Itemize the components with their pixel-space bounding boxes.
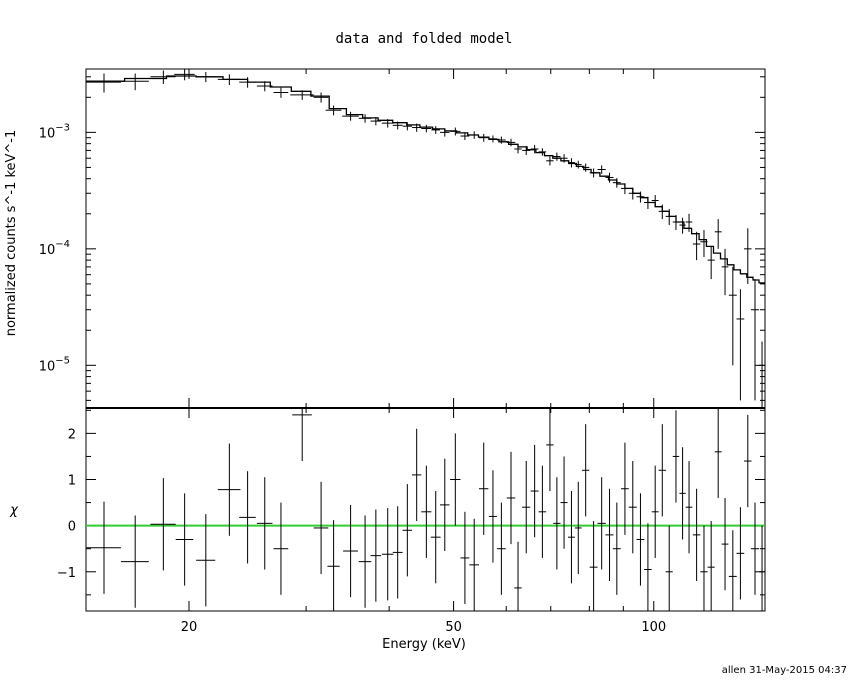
bottom-panel: −1 0 1 2 20 50 100 — [57, 408, 765, 635]
x-tick-label: 100 — [641, 620, 666, 635]
x-tick-label: 20 — [181, 620, 198, 635]
y-tick-label: 10−3 — [39, 122, 70, 141]
model-step-line — [86, 75, 765, 284]
top-panel-frame — [85, 68, 766, 409]
chart-title: data and folded model — [335, 31, 512, 47]
x-axis-label: Energy (keV) — [382, 637, 466, 652]
y-tick-label: 2 — [68, 427, 76, 442]
y-tick-label: 0 — [68, 520, 76, 535]
y-tick-label: 1 — [68, 474, 76, 489]
y-tick-label: −1 — [57, 566, 76, 581]
footer-stamp: allen 31-May-2015 04:37 — [722, 665, 847, 676]
x-tick-label: 50 — [445, 620, 462, 635]
y-tick-label: 10−4 — [39, 239, 70, 258]
y-axis-label-top: normalized counts s^-1 keV^-1 — [4, 130, 19, 337]
top-panel: 10−3 10−4 10−5 — [39, 69, 765, 408]
y-tick-label: 10−5 — [39, 355, 70, 374]
bottom-panel-frame — [85, 407, 766, 612]
y-axis-label-bottom: χ — [9, 503, 19, 518]
